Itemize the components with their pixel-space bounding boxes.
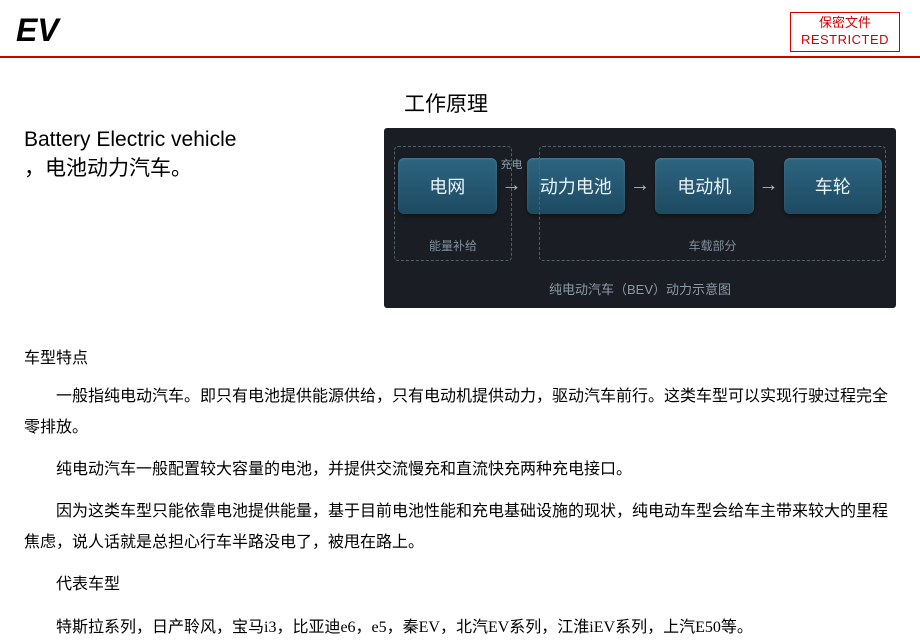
body-text: 车型特点 一般指纯电动汽车。即只有电池提供能源供给，只有电动机提供动力，驱动汽车… [24,344,896,643]
restricted-en: RESTRICTED [801,32,889,49]
diagram-title: 工作原理 [404,88,896,118]
paragraph-1: 一般指纯电动汽车。即只有电池提供能源供给，只有电动机提供动力，驱动汽车前行。这类… [24,382,896,443]
group-energy: 能量补给 [394,146,512,261]
group-onboard: 车载部分 [539,146,886,261]
section-title: 车型特点 [24,344,896,374]
header-bar: EV 保密文件 RESTRICTED [0,0,920,52]
arrow-2: → [629,174,651,197]
page-title: EV [16,12,59,49]
arrow-3: → [758,174,780,197]
intro-cn: ，电池动力汽车。 [24,152,354,182]
rep-models: 特斯拉系列，日产聆风，宝马i3，比亚迪e6，e5，秦EV，北汽EV系列，江淮iE… [24,613,896,643]
arrow-1: 充电 → [501,174,523,197]
rep-title: 代表车型 [24,570,896,600]
paragraph-2: 纯电动汽车一般配置较大容量的电池，并提供交流慢充和直流快充两种充电接口。 [24,455,896,485]
intro-en: Battery Electric vehicle [24,128,354,152]
content-area: Battery Electric vehicle ，电池动力汽车。 工作原理 能… [0,58,920,643]
restricted-badge: 保密文件 RESTRICTED [790,12,900,52]
group-onboard-label: 车载部分 [688,237,736,254]
group-energy-label: 能量补给 [429,237,477,254]
intro-block: Battery Electric vehicle ，电池动力汽车。 [24,88,354,308]
diagram-caption: 纯电动汽车（BEV）动力示意图 [549,279,731,298]
paragraph-3: 因为这类车型只能依靠电池提供能量，基于目前电池性能和充电基础设施的现状，纯电动车… [24,497,896,558]
restricted-cn: 保密文件 [801,15,889,32]
arrow-1-label: 充电 [501,156,523,172]
diagram-block: 工作原理 能量补给 车载部分 电网 充电 → 动力电池 → 电动机 [384,88,896,308]
bev-diagram: 能量补给 车载部分 电网 充电 → 动力电池 → 电动机 → 车轮 [384,128,896,308]
top-row: Battery Electric vehicle ，电池动力汽车。 工作原理 能… [24,88,896,308]
